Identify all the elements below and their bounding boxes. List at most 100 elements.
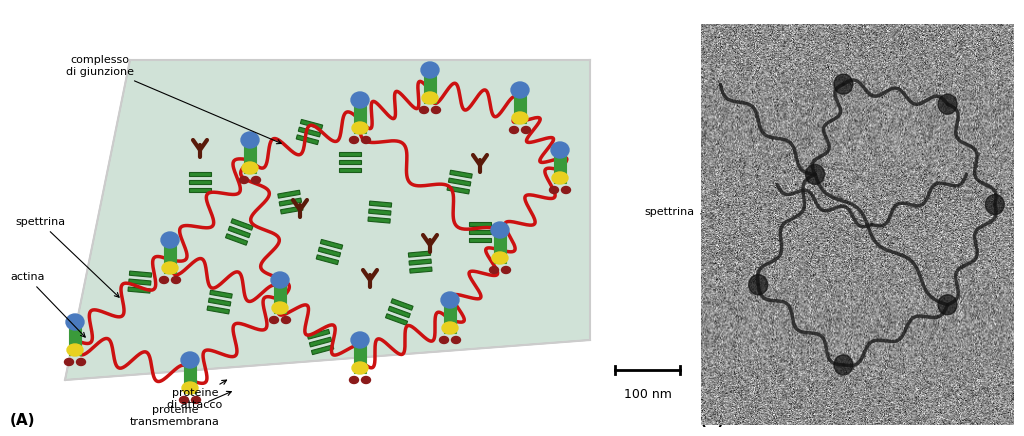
Ellipse shape (552, 172, 568, 184)
Polygon shape (281, 206, 303, 214)
Polygon shape (65, 60, 590, 380)
Ellipse shape (160, 276, 169, 283)
Text: spettrina: spettrina (645, 207, 716, 217)
Polygon shape (449, 178, 471, 186)
Ellipse shape (561, 187, 570, 194)
Ellipse shape (252, 177, 260, 184)
Text: proteine
di attacco: proteine di attacco (794, 85, 910, 148)
Polygon shape (296, 135, 318, 145)
Polygon shape (228, 226, 250, 238)
Ellipse shape (420, 106, 428, 113)
Text: spettrina: spettrina (15, 217, 119, 297)
Ellipse shape (349, 136, 358, 143)
Ellipse shape (439, 337, 449, 344)
Polygon shape (369, 209, 391, 215)
Ellipse shape (512, 112, 528, 124)
Ellipse shape (351, 92, 369, 108)
Polygon shape (298, 127, 321, 137)
Ellipse shape (422, 92, 438, 104)
Bar (494, 233, 506, 263)
Polygon shape (209, 298, 230, 306)
Bar (0, 0, 620, 436)
Ellipse shape (66, 314, 84, 330)
Ellipse shape (806, 164, 824, 184)
Ellipse shape (77, 358, 85, 365)
Text: (A): (A) (10, 413, 36, 428)
Polygon shape (189, 188, 211, 192)
Text: proteine
di attacco: proteine di attacco (167, 380, 226, 410)
Ellipse shape (550, 187, 558, 194)
Ellipse shape (421, 62, 439, 78)
Bar (274, 283, 286, 313)
Polygon shape (189, 172, 211, 176)
Text: actina
nel complesso
di giunzione: actina nel complesso di giunzione (865, 296, 944, 332)
Ellipse shape (431, 106, 440, 113)
Ellipse shape (511, 82, 529, 98)
Polygon shape (409, 259, 431, 265)
Text: proteine
transmembrana: proteine transmembrana (130, 392, 231, 427)
Polygon shape (318, 247, 341, 257)
Polygon shape (339, 168, 361, 172)
Polygon shape (385, 314, 408, 325)
Text: (B): (B) (700, 413, 725, 428)
Polygon shape (280, 198, 301, 206)
Polygon shape (189, 180, 211, 184)
Polygon shape (450, 170, 472, 178)
Ellipse shape (985, 194, 1005, 215)
Ellipse shape (361, 377, 371, 384)
Polygon shape (300, 119, 323, 129)
Bar (444, 303, 456, 333)
Ellipse shape (452, 337, 461, 344)
Ellipse shape (67, 344, 83, 356)
Ellipse shape (352, 122, 368, 134)
Ellipse shape (551, 142, 569, 158)
Polygon shape (410, 267, 432, 273)
Ellipse shape (502, 266, 511, 273)
Polygon shape (469, 222, 490, 226)
Ellipse shape (240, 177, 249, 184)
Polygon shape (128, 287, 151, 293)
Ellipse shape (241, 132, 259, 148)
Bar (354, 343, 366, 373)
Ellipse shape (490, 222, 509, 238)
Polygon shape (278, 190, 300, 198)
Polygon shape (339, 152, 361, 156)
Ellipse shape (834, 74, 853, 94)
Ellipse shape (349, 377, 358, 384)
Bar (164, 243, 176, 273)
Polygon shape (311, 345, 334, 354)
Text: actina: actina (10, 272, 85, 337)
Polygon shape (129, 271, 152, 277)
Ellipse shape (171, 276, 180, 283)
Ellipse shape (161, 232, 179, 248)
Bar (554, 153, 566, 183)
Ellipse shape (492, 252, 508, 264)
Polygon shape (370, 201, 391, 207)
Ellipse shape (938, 295, 957, 315)
Polygon shape (231, 219, 253, 230)
Ellipse shape (282, 317, 291, 324)
Ellipse shape (351, 332, 369, 348)
Ellipse shape (510, 126, 518, 133)
Text: 100 nm: 100 nm (624, 388, 672, 401)
Ellipse shape (521, 126, 530, 133)
Polygon shape (469, 238, 490, 242)
Bar (69, 325, 81, 355)
Polygon shape (388, 306, 411, 318)
Ellipse shape (442, 322, 458, 334)
Polygon shape (316, 255, 339, 265)
Ellipse shape (352, 362, 368, 374)
Polygon shape (409, 251, 431, 257)
Polygon shape (321, 239, 343, 249)
Bar (424, 73, 436, 103)
Polygon shape (447, 186, 469, 194)
Ellipse shape (65, 358, 74, 365)
Ellipse shape (242, 162, 258, 174)
Bar (514, 93, 526, 123)
Polygon shape (307, 330, 330, 339)
Text: complesso
di giunzione: complesso di giunzione (66, 55, 282, 144)
Ellipse shape (489, 266, 499, 273)
Ellipse shape (182, 382, 198, 394)
Bar (184, 363, 196, 393)
Ellipse shape (181, 352, 199, 368)
